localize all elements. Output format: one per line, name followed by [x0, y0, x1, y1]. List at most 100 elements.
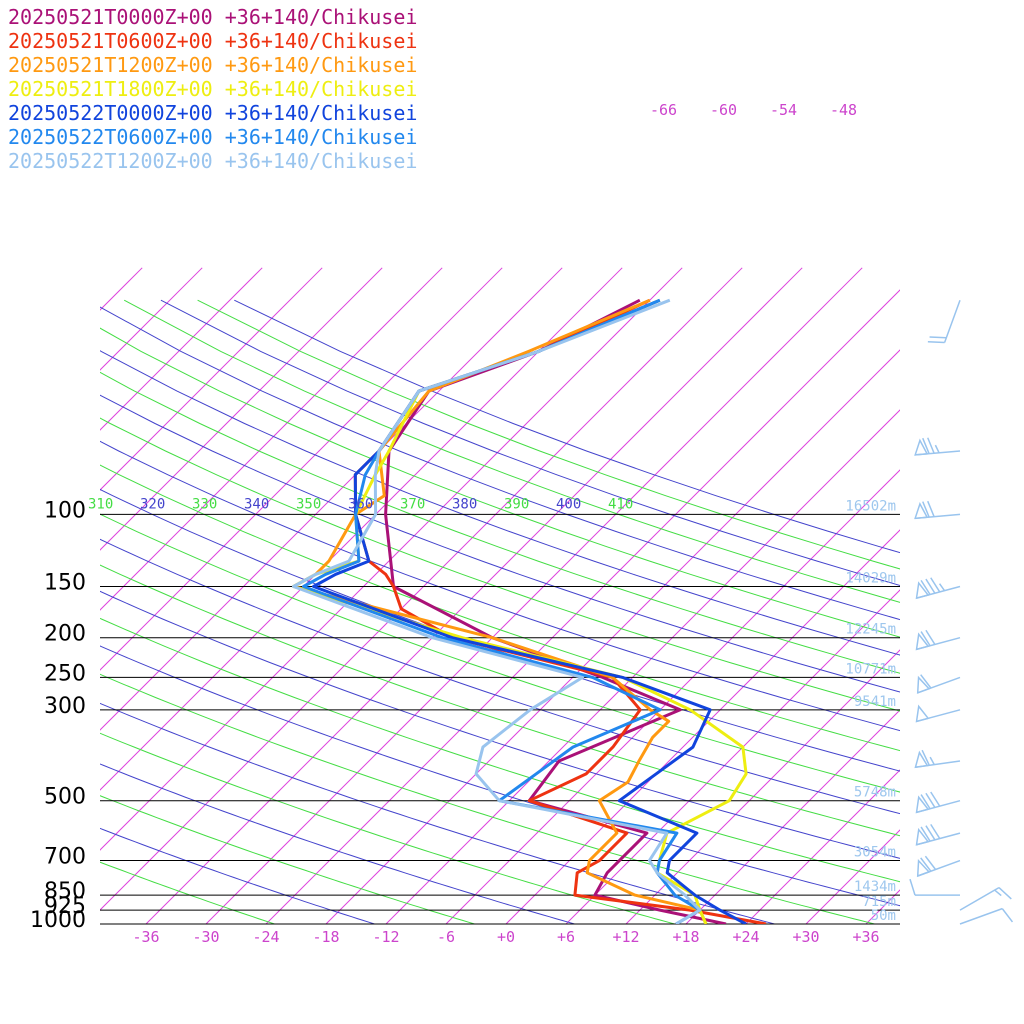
dry-adiabat-line — [100, 702, 775, 924]
wind-barb-feather — [921, 749, 930, 766]
height-label: 3054m — [854, 845, 896, 861]
wind-barb-shaft — [959, 907, 1003, 925]
wind-barb-flag — [915, 827, 930, 846]
temperature-tick-label: -36 — [132, 928, 159, 946]
wind-barb-flag — [916, 675, 931, 694]
wind-barb-feather — [927, 340, 945, 344]
wind-barb-half-feather — [938, 583, 946, 592]
height-label: 12245m — [845, 622, 896, 638]
temperature-tick-label: +18 — [672, 928, 699, 946]
wind-barb-shaft — [943, 299, 961, 343]
theta-label: 370 — [400, 496, 425, 512]
temperature-tick-label: +30 — [792, 928, 819, 946]
wind-barb-half-feather — [994, 889, 1002, 897]
temperature-tick-label: -6 — [437, 928, 455, 946]
wind-barb — [914, 437, 961, 456]
isotherm-line — [100, 267, 623, 791]
dry-adiabat-line — [100, 732, 675, 924]
wind-barb-feather — [920, 794, 931, 810]
isotherm-line — [100, 267, 323, 491]
wind-barb-flag — [914, 750, 929, 769]
isotherm-lines — [0, 267, 900, 941]
height-label: 16502m — [845, 498, 896, 514]
wind-barb-half-feather — [934, 444, 940, 454]
wind-barb — [915, 629, 961, 651]
theta-label: 310 — [88, 496, 113, 512]
wind-barb-flag — [916, 858, 931, 878]
wind-barb — [959, 907, 1014, 925]
pressure-tick-label: 100 — [44, 498, 86, 523]
legend-entry: 20250521T0600Z+00 +36+140/Chikusei — [8, 29, 417, 53]
isotherm-label: -66 — [650, 101, 677, 119]
isotherm-line — [100, 267, 383, 551]
temperature-tick-label: +0 — [497, 928, 515, 946]
isotherm-line — [0, 268, 22, 941]
isotherm-line — [625, 649, 900, 924]
pressure-lines — [100, 513, 900, 925]
wind-barb-feather — [909, 878, 916, 896]
theta-label: 400 — [556, 496, 581, 512]
wind-barb — [959, 886, 1012, 911]
dry-adiabat-lines — [100, 299, 900, 924]
theta-label: 410 — [608, 496, 633, 512]
temperature-tick-label: -24 — [252, 928, 279, 946]
theta-label: 380 — [452, 496, 477, 512]
dry-adiabat-line — [100, 673, 875, 924]
wind-barb-feather — [920, 857, 932, 872]
isotherm-line — [100, 267, 443, 611]
isotherm-line — [805, 829, 900, 924]
wind-barb — [915, 577, 961, 600]
isotherm-line — [0, 268, 82, 941]
dry-adiabat-line — [100, 488, 900, 772]
dry-adiabat-line — [100, 564, 900, 837]
wind-barb-feather — [924, 855, 937, 870]
wind-barb-feather — [930, 823, 941, 839]
pressure-tick-label: 300 — [44, 694, 86, 719]
wind-barb — [914, 749, 961, 769]
wind-barb-flag — [914, 501, 929, 520]
wind-barb-feather — [925, 629, 936, 645]
temperature-tick-label: +6 — [557, 928, 575, 946]
dry-adiabat-line — [100, 795, 475, 924]
isotherm-line — [445, 469, 900, 924]
dry-adiabat-line — [160, 299, 900, 586]
temperature-tick-label: -12 — [372, 928, 399, 946]
wind-barb — [916, 674, 961, 694]
temperature-profiles — [292, 298, 767, 924]
pressure-tick-label: 1000 — [30, 908, 86, 933]
pressure-tick-label: 925 — [44, 894, 86, 919]
dry-adiabat-line — [123, 299, 900, 603]
dry-adiabat-line — [100, 513, 900, 793]
isotherm-line — [325, 349, 900, 924]
wind-barb — [915, 791, 961, 814]
wind-barb-feather — [925, 825, 936, 841]
dry-adiabat-line — [100, 464, 900, 752]
wind-barb-feather — [920, 631, 931, 647]
isotherm-line — [685, 709, 900, 924]
temperature-tick-label: -30 — [192, 928, 219, 946]
series-line — [292, 298, 702, 924]
isotherm-line — [100, 267, 263, 431]
wind-barb-flag — [915, 795, 930, 814]
pressure-tick-label: 700 — [44, 845, 86, 870]
height-label: 5748m — [854, 785, 896, 801]
theta-label: 350 — [296, 496, 321, 512]
pressure-tick-label: 200 — [44, 622, 86, 647]
series-line — [302, 298, 702, 924]
series-line — [312, 298, 747, 924]
wind-barb-flag — [915, 632, 930, 651]
wind-barb-feather — [920, 674, 932, 689]
dry-adiabat-line — [197, 299, 900, 570]
wind-barb-feather — [929, 336, 947, 339]
isotherm-line — [145, 267, 803, 924]
dry-adiabat-line — [100, 371, 900, 674]
wind-barb-flag — [914, 438, 929, 456]
pressure-tick-label: 500 — [44, 785, 86, 810]
temperature-tick-label: +12 — [612, 928, 639, 946]
dry-adiabat-line — [100, 394, 900, 693]
theta-label: 360 — [348, 496, 373, 512]
isotherm-line — [100, 267, 743, 911]
wind-barb-feather — [925, 792, 936, 808]
wind-barb-feather — [927, 500, 935, 517]
